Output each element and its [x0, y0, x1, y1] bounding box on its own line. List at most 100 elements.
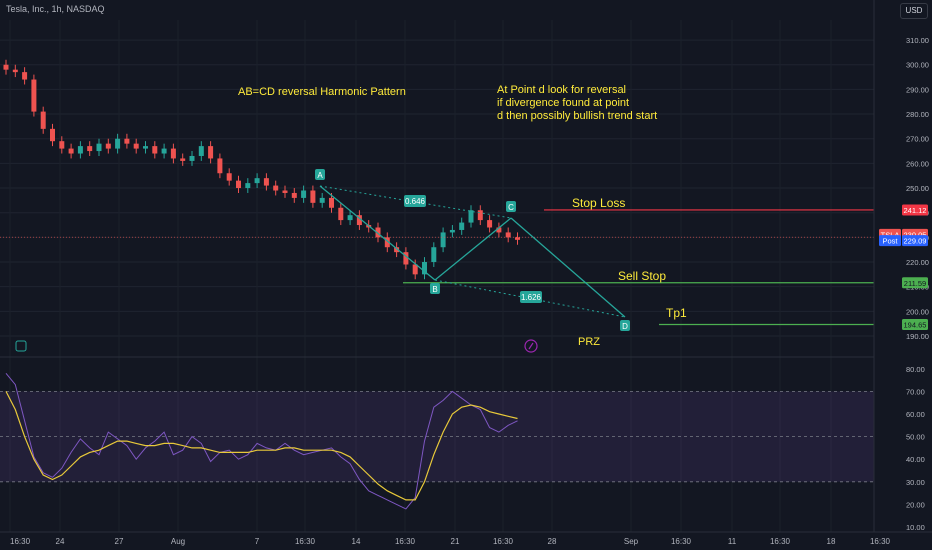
candle	[384, 232, 390, 253]
candle	[291, 188, 297, 203]
pattern-leg	[510, 217, 626, 318]
svg-text:B: B	[432, 285, 437, 294]
candle	[468, 205, 474, 228]
candle	[301, 185, 307, 203]
candle	[319, 192, 325, 208]
candle	[50, 123, 55, 147]
candle	[245, 178, 251, 193]
event-icon[interactable]	[524, 339, 538, 353]
candle	[412, 259, 418, 280]
candle	[59, 136, 65, 154]
price-tick-label: 200.00	[906, 307, 929, 316]
point-label-c: C	[506, 201, 516, 212]
time-tick-label: 16:30	[10, 537, 31, 546]
rsi-tick-label: 10.00	[906, 523, 925, 532]
svg-text:0.646: 0.646	[405, 197, 426, 206]
price-tick-label: 250.00	[906, 184, 929, 193]
ratio-label-bd: 1.626	[520, 291, 542, 303]
candles	[3, 59, 520, 280]
candle	[152, 141, 158, 159]
price-tick-label: 260.00	[906, 159, 929, 168]
rsi-tick-label: 60.00	[906, 410, 925, 419]
candle	[105, 138, 111, 154]
time-tick-label: 24	[56, 537, 65, 546]
time-tick-label: 27	[115, 537, 124, 546]
candle	[189, 151, 195, 166]
svg-text:194.65: 194.65	[904, 321, 927, 330]
candle	[208, 141, 214, 164]
price-tick-label: 280.00	[906, 110, 929, 119]
rsi-tick-label: 30.00	[906, 478, 925, 487]
candle	[22, 67, 28, 85]
candle	[133, 138, 139, 154]
time-tick-label: 16:30	[770, 537, 791, 546]
svg-text:1.626: 1.626	[521, 293, 542, 302]
point-label-a: A	[315, 169, 325, 180]
point-label-b: B	[430, 283, 440, 294]
svg-text:D: D	[622, 322, 628, 331]
price-badge: 211.59	[902, 277, 928, 289]
ratio-label-ac: 0.646	[404, 195, 426, 207]
price-tick-label: 220.00	[906, 258, 929, 267]
note-line: At Point d look for reversal	[497, 84, 626, 96]
rsi-line	[5, 372, 518, 510]
stop-loss-label: Stop Loss	[572, 196, 625, 210]
prz-label: PRZ	[578, 336, 600, 348]
price-tick-label: 190.00	[906, 332, 929, 341]
candle	[68, 143, 74, 159]
rsi-ma-line	[5, 391, 518, 501]
time-tick-label: 16:30	[295, 537, 316, 546]
time-tick-label: 16:30	[671, 537, 692, 546]
candle	[505, 227, 511, 243]
note-line: d then possibly bullish trend start	[497, 110, 657, 122]
candle	[12, 64, 18, 78]
svg-text:TSLA: TSLA	[881, 230, 900, 239]
candle	[254, 173, 260, 189]
svg-text:211.59: 211.59	[904, 279, 926, 288]
candle	[356, 210, 362, 230]
candle	[31, 74, 37, 117]
time-tick-label: 28	[548, 537, 557, 546]
candle	[236, 175, 241, 193]
candle	[115, 133, 121, 154]
candle	[180, 153, 186, 166]
candle	[124, 133, 130, 149]
candle	[77, 141, 83, 159]
svg-text:Post: Post	[882, 237, 898, 246]
candle	[496, 222, 502, 238]
currency-button[interactable]: USD	[900, 3, 928, 19]
time-tick-label: 21	[451, 537, 460, 546]
rsi-tick-label: 20.00	[906, 500, 925, 509]
pattern-leg	[319, 185, 436, 281]
candle	[217, 153, 223, 179]
chart-title: Tesla, Inc., 1h, NASDAQ	[6, 4, 105, 14]
price-badge: Post	[879, 235, 901, 247]
time-tick-label: Sep	[624, 537, 639, 546]
grid	[0, 20, 932, 532]
candle	[226, 168, 232, 186]
candle	[375, 222, 381, 243]
time-tick-label: 11	[728, 537, 737, 546]
candle	[143, 141, 148, 154]
candle	[459, 217, 465, 235]
price-tick-label: 270.00	[906, 135, 929, 144]
rsi-tick-label: 70.00	[906, 387, 925, 396]
candle	[96, 138, 102, 156]
svg-text:230.05: 230.05	[904, 230, 927, 239]
candle	[487, 215, 493, 233]
note-line: if divergence found at point	[497, 97, 629, 109]
svg-text:229.09: 229.09	[904, 237, 927, 246]
candle	[198, 141, 204, 161]
candle	[40, 106, 46, 134]
candle	[282, 185, 288, 198]
time-tick-label: 16:30	[395, 537, 416, 546]
candle	[403, 247, 409, 270]
svg-text:241.12: 241.12	[904, 206, 927, 215]
rsi-tick-label: 80.00	[906, 365, 925, 374]
time-tick-label: 16:30	[493, 537, 514, 546]
svg-text:C: C	[508, 203, 514, 212]
candle	[440, 227, 446, 253]
candle	[87, 141, 93, 156]
earnings-icon[interactable]	[15, 340, 27, 352]
